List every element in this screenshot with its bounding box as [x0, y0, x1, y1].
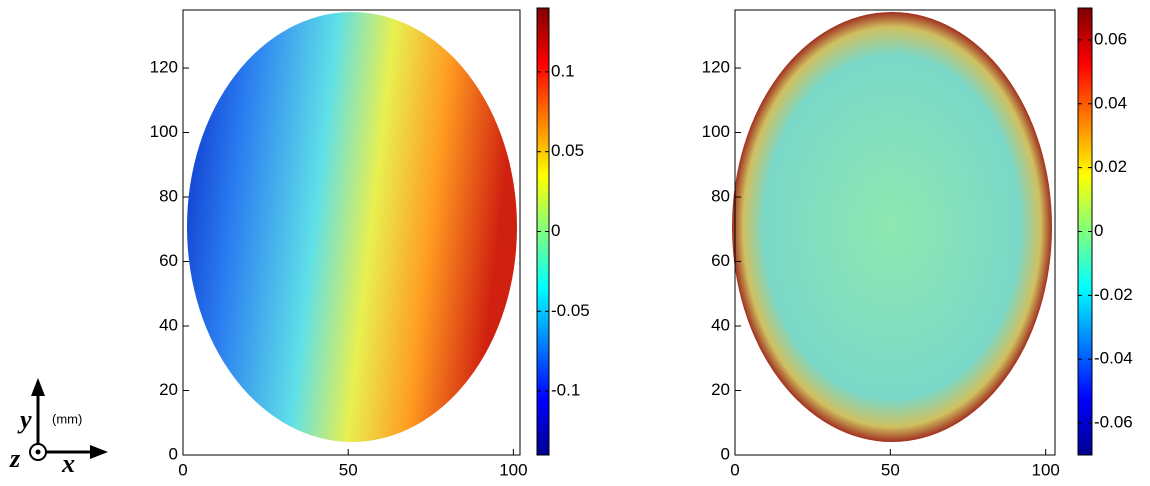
y-tick-label: 120: [702, 58, 730, 77]
axes-indicator: y x z (mm): [9, 378, 108, 478]
y-tick-label: 20: [159, 380, 178, 399]
y-tick-label: 20: [711, 380, 730, 399]
colorbar-tick-label: -0.05: [551, 301, 590, 320]
x-tick-label: 50: [339, 460, 358, 479]
y-tick-label: 100: [150, 122, 178, 141]
colorbar-tick-label: 0.05: [551, 141, 584, 160]
x-tick-label: 100: [499, 460, 527, 479]
colorbar-tick-label: -0.02: [1094, 285, 1133, 304]
colorbar-tick-label: 0.04: [1094, 93, 1127, 112]
field-image: [732, 12, 1052, 442]
colorbar-tick-label: -0.04: [1094, 349, 1133, 368]
plot-box: [734, 9, 1056, 456]
y-label: y: [17, 405, 32, 434]
colorbar-tick-label: 0.02: [1094, 157, 1127, 176]
y-tick-label: 80: [159, 187, 178, 206]
x-tick-label: 0: [178, 460, 187, 479]
unit-label: (mm): [52, 411, 82, 426]
colorbar-tick-label: 0.06: [1094, 29, 1127, 48]
colorbar-tick-label: -0.06: [1094, 413, 1133, 432]
x-tick-label: 100: [1031, 460, 1059, 479]
x-tick-label: 0: [730, 460, 739, 479]
colorbar-tick-label: -0.1: [551, 381, 580, 400]
y-tick-label: 60: [711, 251, 730, 270]
y-tick-label: 60: [159, 251, 178, 270]
y-tick-label: 0: [721, 444, 730, 463]
z-label: z: [9, 444, 21, 473]
field-image: [187, 12, 517, 442]
colorbar-tick-label: 0.1: [551, 61, 575, 80]
colorbar-tick-label: 0: [551, 221, 560, 240]
y-tick-label: 40: [159, 315, 178, 334]
plot-box: [182, 9, 521, 456]
colorbar-tick-label: 0: [1094, 221, 1103, 240]
y-tick-label: 80: [711, 187, 730, 206]
x-tick-label: 50: [881, 460, 900, 479]
y-tick-label: 100: [702, 122, 730, 141]
x-label: x: [61, 449, 75, 478]
y-tick-label: 40: [711, 315, 730, 334]
y-tick-label: 120: [150, 58, 178, 77]
y-tick-label: 0: [169, 444, 178, 463]
